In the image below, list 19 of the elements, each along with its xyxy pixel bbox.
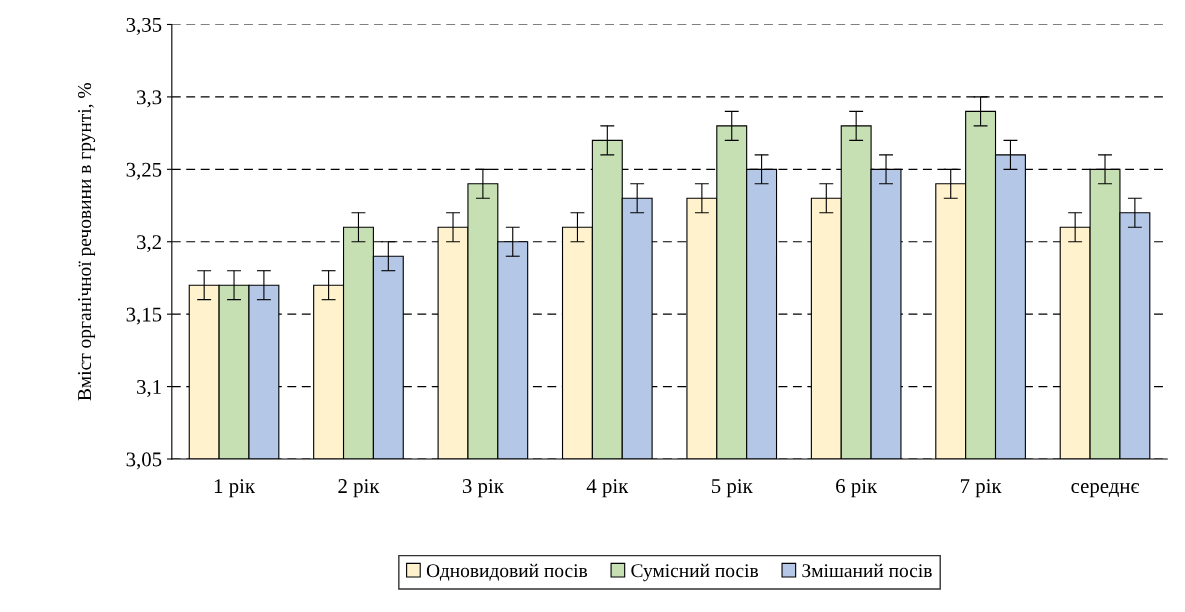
x-tick-label: 4 рік (586, 479, 629, 498)
y-tick-label: 3,1 (137, 380, 161, 398)
y-tick-label: 3,25 (126, 162, 162, 180)
x-tick-label: 1 рік (214, 479, 256, 498)
x-tick-label: 3 рік (462, 479, 504, 498)
y-tick-label: 3,3 (137, 90, 162, 108)
x-tick-label: 7 рік (960, 479, 1002, 498)
y-tick-label: 3,2 (137, 235, 161, 253)
x-tick-label: 2 рік (338, 479, 380, 498)
x-tick-label: 5 рік (711, 479, 753, 498)
y-tick-label: 3,15 (126, 307, 162, 325)
x-tick-label: 6 рік (836, 479, 878, 498)
y-tick-label: 3,35 (126, 17, 162, 35)
legend-label: Змішаний посів (802, 563, 932, 578)
y-axis-title: Вміст органічної речовини в грунті, % (77, 83, 96, 401)
legend-label: Сумісний посів (631, 563, 759, 582)
y-tick-label: 3,05 (126, 452, 162, 470)
x-tick-label: середнє (1071, 483, 1140, 498)
legend-label: Одновидовий посів (426, 563, 588, 581)
